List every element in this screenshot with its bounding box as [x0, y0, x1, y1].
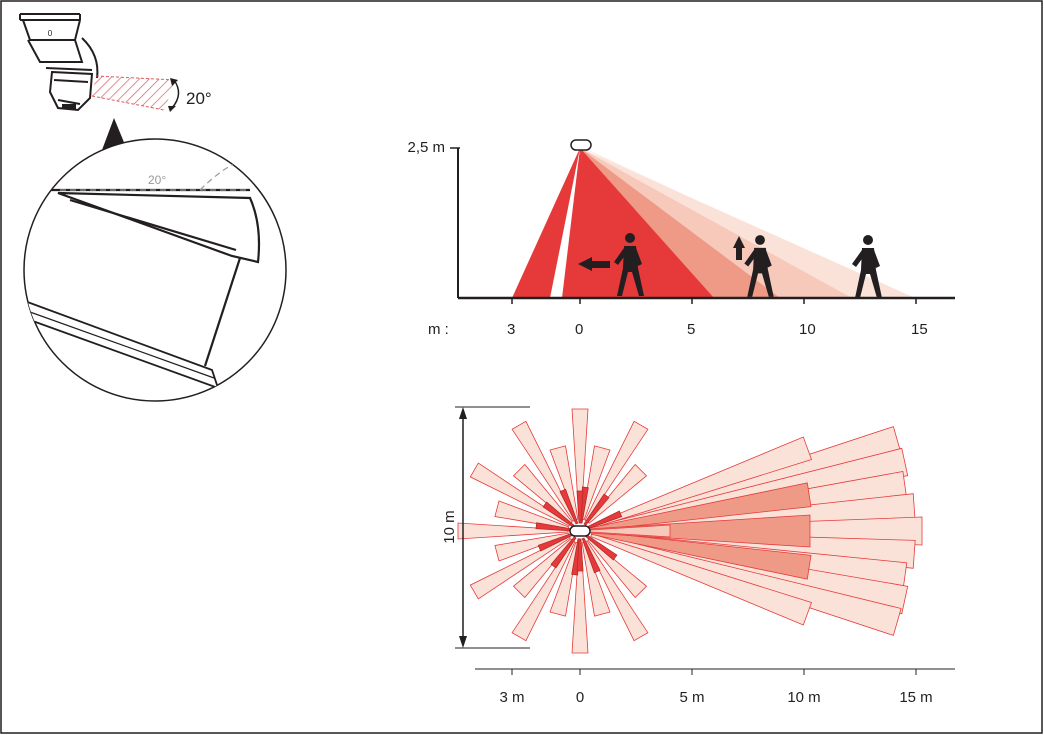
top-tick-label: 5 m [679, 689, 704, 706]
walk-across-arrow [733, 236, 745, 260]
person-figure [852, 235, 882, 298]
zoom-lens: 20° [23, 138, 287, 402]
top-view-diagram: 10 m 3 m 0 5 m 10 m 15 m [441, 406, 955, 706]
sensor-tilt-detail: 0 20° [19, 13, 212, 152]
side-beam [580, 148, 852, 298]
tilt-angle-label: 20° [186, 89, 212, 108]
width-dimension [455, 406, 530, 649]
side-tick-label: 5 [687, 321, 695, 338]
side-unit-label: m : [428, 321, 449, 338]
top-detection-zones [457, 408, 923, 654]
side-beam [580, 148, 714, 298]
side-tick-label: 0 [575, 321, 583, 338]
side-beam [580, 148, 780, 298]
top-beam [469, 462, 571, 527]
top-beam [511, 540, 576, 642]
top-beam [457, 522, 569, 540]
side-detection-zones [512, 146, 915, 298]
top-beam [581, 537, 601, 574]
top-tick-label: 15 m [899, 689, 932, 706]
person-figure [614, 233, 644, 296]
tilt-detection-wedge [92, 76, 176, 110]
side-x-ticks: 3 0 5 10 15 [507, 298, 928, 338]
side-tick-label: 10 [799, 321, 816, 338]
side-height-label: 2,5 m [407, 139, 445, 156]
top-beam [559, 488, 579, 525]
top-tick-label: 10 m [787, 689, 820, 706]
ceiling-mount [19, 13, 84, 63]
sensor-head [45, 67, 94, 112]
person-figure [744, 235, 774, 297]
side-view-diagram: 2,5 m m : 3 0 5 10 15 [407, 139, 955, 338]
top-beam [583, 493, 610, 526]
top-beam [584, 420, 649, 522]
top-sensor [569, 525, 591, 537]
side-tick-label: 15 [911, 321, 928, 338]
people [614, 233, 882, 298]
side-beam [512, 148, 580, 298]
top-beam [511, 420, 576, 522]
top-beam [550, 536, 577, 569]
walk-toward-arrow [578, 257, 610, 271]
top-tick-label: 0 [576, 689, 584, 706]
device-mark: 0 [48, 29, 53, 38]
zoom-angle-label: 20° [148, 173, 166, 187]
side-sensor [570, 139, 592, 151]
swivel-arc [81, 37, 99, 79]
top-tick-label: 3 m [499, 689, 524, 706]
side-tick-label: 3 [507, 321, 515, 338]
top-width-label: 10 m [441, 510, 458, 543]
top-beam [576, 490, 584, 524]
top-beam [469, 535, 571, 600]
top-x-ticks: 3 m 0 5 m 10 m 15 m [499, 669, 933, 706]
top-beam [584, 540, 649, 642]
top-beam [576, 538, 584, 572]
